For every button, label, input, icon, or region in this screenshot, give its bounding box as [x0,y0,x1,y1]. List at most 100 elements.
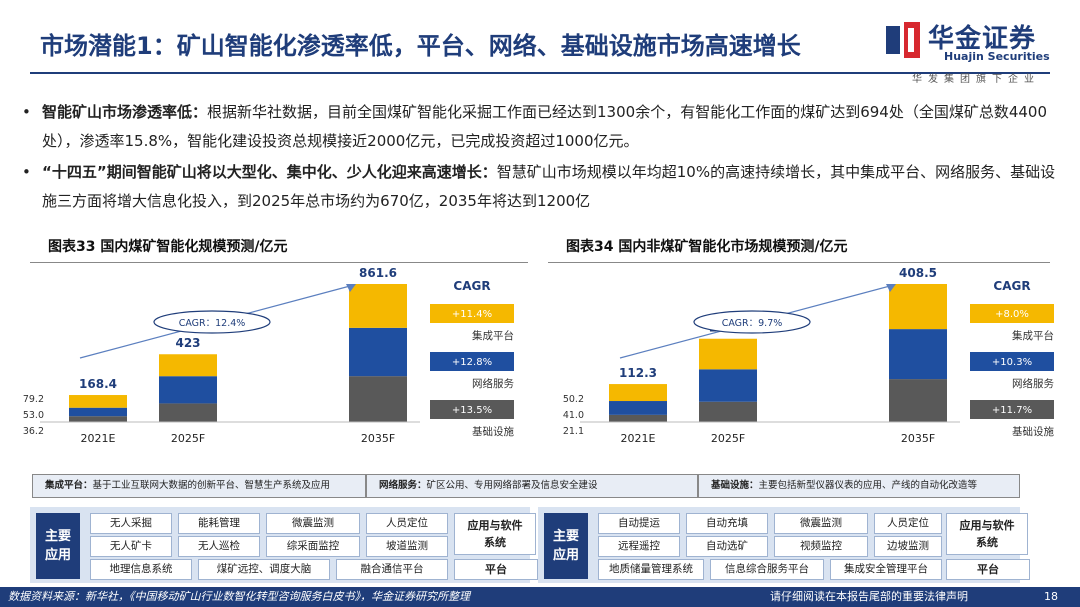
cagr-value: +13.5% [452,405,492,416]
app-cell: 视频监控 [774,536,868,557]
app-cell: 信息综合服务平台 [710,559,824,580]
figure-33-rule [30,262,528,263]
bullet-item: • 智能矿山市场渗透率低：根据新华社数据，目前全国煤矿智能化采掘工作面已经达到1… [22,98,1062,156]
desc-platform: 集成平台：基于工业互联网大数据的创新平台、智慧生产系统及应用 [32,474,366,498]
software-system-label: 应用与软件系统 [454,513,536,555]
cagr-box-platform [970,304,1054,323]
app-cell: 综采面监控 [266,536,360,557]
app-cell: 能耗管理 [178,513,260,534]
platform-label: 平台 [454,559,538,580]
chart-non-coal-mine: 112.32021E246.52025F408.52035F50.241.021… [563,266,1055,445]
app-cell: 融合通信平台 [336,559,448,580]
category-label: 2035F [901,432,935,445]
logo-wordmark-en: Huajin Securities [944,50,1050,63]
bar-platform-2021E [609,384,667,402]
cagr-box-network [430,352,514,371]
bar-infra-2035F [889,379,947,422]
total-label: 861.6 [359,266,397,280]
bar-network-2035F [349,327,407,377]
segment-value-label: 53.0 [23,410,44,421]
bar-infra-2021E [69,416,127,422]
cagr-box-infra [970,400,1054,419]
app-cell: 微震监测 [774,513,868,534]
category-label: 2021E [621,432,656,445]
bar-network-2035F [889,329,947,380]
app-cell: 自动充填 [686,513,768,534]
page-title: 市场潜能1：矿山智能化渗透率低，平台、网络、基础设施市场高速增长 [40,32,801,60]
desc-network: 网络服务：矿区公用、专用网络部署及信息安全建设 [366,474,698,498]
panel-heading: 主要应用 [544,513,588,579]
cagr-bubble-label: CAGR：12.4% [179,318,246,329]
cagr-box-infra [430,400,514,419]
segment-value-label: 21.1 [563,426,584,437]
chart-coal-mine: 168.4 2021E 423 2025F 861.6 2035F 79.2 53.0 36.2… [23,266,515,445]
bar-platform-2021E [69,395,127,408]
bar-platform-2025F [159,354,217,377]
software-system-label: 应用与软件系统 [946,513,1028,555]
category-label: 2025F [171,432,205,445]
arrow-head-icon [346,284,356,292]
applications-panel-coal: 主要应用 无人采掘 能耗管理 微震监测 人员定位 无人矿卡 无人巡检 综采面监控… [30,507,538,583]
legend-label-platform: 集成平台 [472,329,514,342]
bullet-text: 智慧矿山市场规模以年均超10%的高速持续增长，其中集成平台、网络服务、基础设施三… [42,163,1056,210]
app-cell: 边坡监测 [874,536,942,557]
title-divider [30,72,1050,74]
app-cell: 煤矿远控、调度大脑 [198,559,330,580]
arrow-head-icon [886,284,896,292]
legend-label-infra: 基础设施 [1012,425,1054,438]
cagr-heading: CAGR [993,279,1030,293]
logo-wordmark-cn: 华金证券 [928,24,1037,54]
figure-34-rule [548,262,1050,263]
legend-label-infra: 基础设施 [472,425,514,438]
app-cell: 地理信息系统 [90,559,192,580]
bar-network-2025F [159,376,217,404]
cagr-bubble [153,310,271,334]
bar-platform-2035F [349,284,407,328]
cagr-value: +10.3% [992,357,1032,368]
bar-infra-2035F [349,376,407,422]
app-cell: 地质储量管理系统 [598,559,704,580]
app-cell: 无人矿卡 [90,536,172,557]
figure-34-title: 图表34 国内非煤矿智能化市场规模预测/亿元 [566,239,848,255]
cagr-heading: CAGR [453,279,490,293]
bar-infra-2025F [699,401,757,422]
cagr-box-platform [430,304,514,323]
cagr-value: +11.7% [992,405,1032,416]
cagr-box-network [970,352,1054,371]
segment-value-label: 79.2 [23,394,44,405]
bar-network-2021E [69,407,127,417]
panel-heading: 主要应用 [36,513,80,579]
app-cell: 自动提运 [598,513,680,534]
page-number: 18 [1044,590,1058,603]
footer-notice: 请仔细阅读在本报告尾部的重要法律声明 [770,590,968,603]
category-label: 2021E [81,432,116,445]
desc-infra: 基础设施：主要包括新型仪器仪表的应用、产线的自动化改造等 [698,474,1020,498]
segment-value-label: 36.2 [23,426,44,437]
bullet-dot-icon: • [22,163,31,181]
platform-label: 平台 [946,559,1030,580]
bar-infra-2021E [609,414,667,422]
bullet-heading: “十四五”期间智能矿山将以大型化、集中化、少人化迎来高速增长： [42,163,497,181]
total-label: 168.4 [79,377,117,391]
app-cell: 集成安全管理平台 [830,559,942,580]
bullet-heading: 智能矿山市场渗透率低： [42,103,208,121]
app-cell: 无人采掘 [90,513,172,534]
cagr-value: +11.4% [452,309,492,320]
total-label: 408.5 [899,266,937,280]
bar-infra-2025F [159,403,217,422]
cagr-value: +8.0% [995,309,1029,320]
total-label: 112.3 [619,366,657,380]
app-cell: 人员定位 [874,513,942,534]
bar-network-2021E [609,401,667,415]
bullet-list: • 智能矿山市场渗透率低：根据新华社数据，目前全国煤矿智能化采掘工作面已经达到1… [22,98,1062,218]
bar-platform-2025F [699,338,757,370]
cagr-bubble [693,310,811,334]
bullet-item: • “十四五”期间智能矿山将以大型化、集中化、少人化迎来高速增长：智慧矿山市场规… [22,158,1062,216]
app-cell: 远程遥控 [598,536,680,557]
legend-label-network: 网络服务 [1012,377,1054,390]
huajin-logo-icon [886,22,920,58]
logo-tagline: 华发集团旗下企业 [912,74,1040,85]
legend-label-network: 网络服务 [472,377,514,390]
legend-label-platform: 集成平台 [1012,329,1054,342]
total-label: 423 [175,336,200,350]
